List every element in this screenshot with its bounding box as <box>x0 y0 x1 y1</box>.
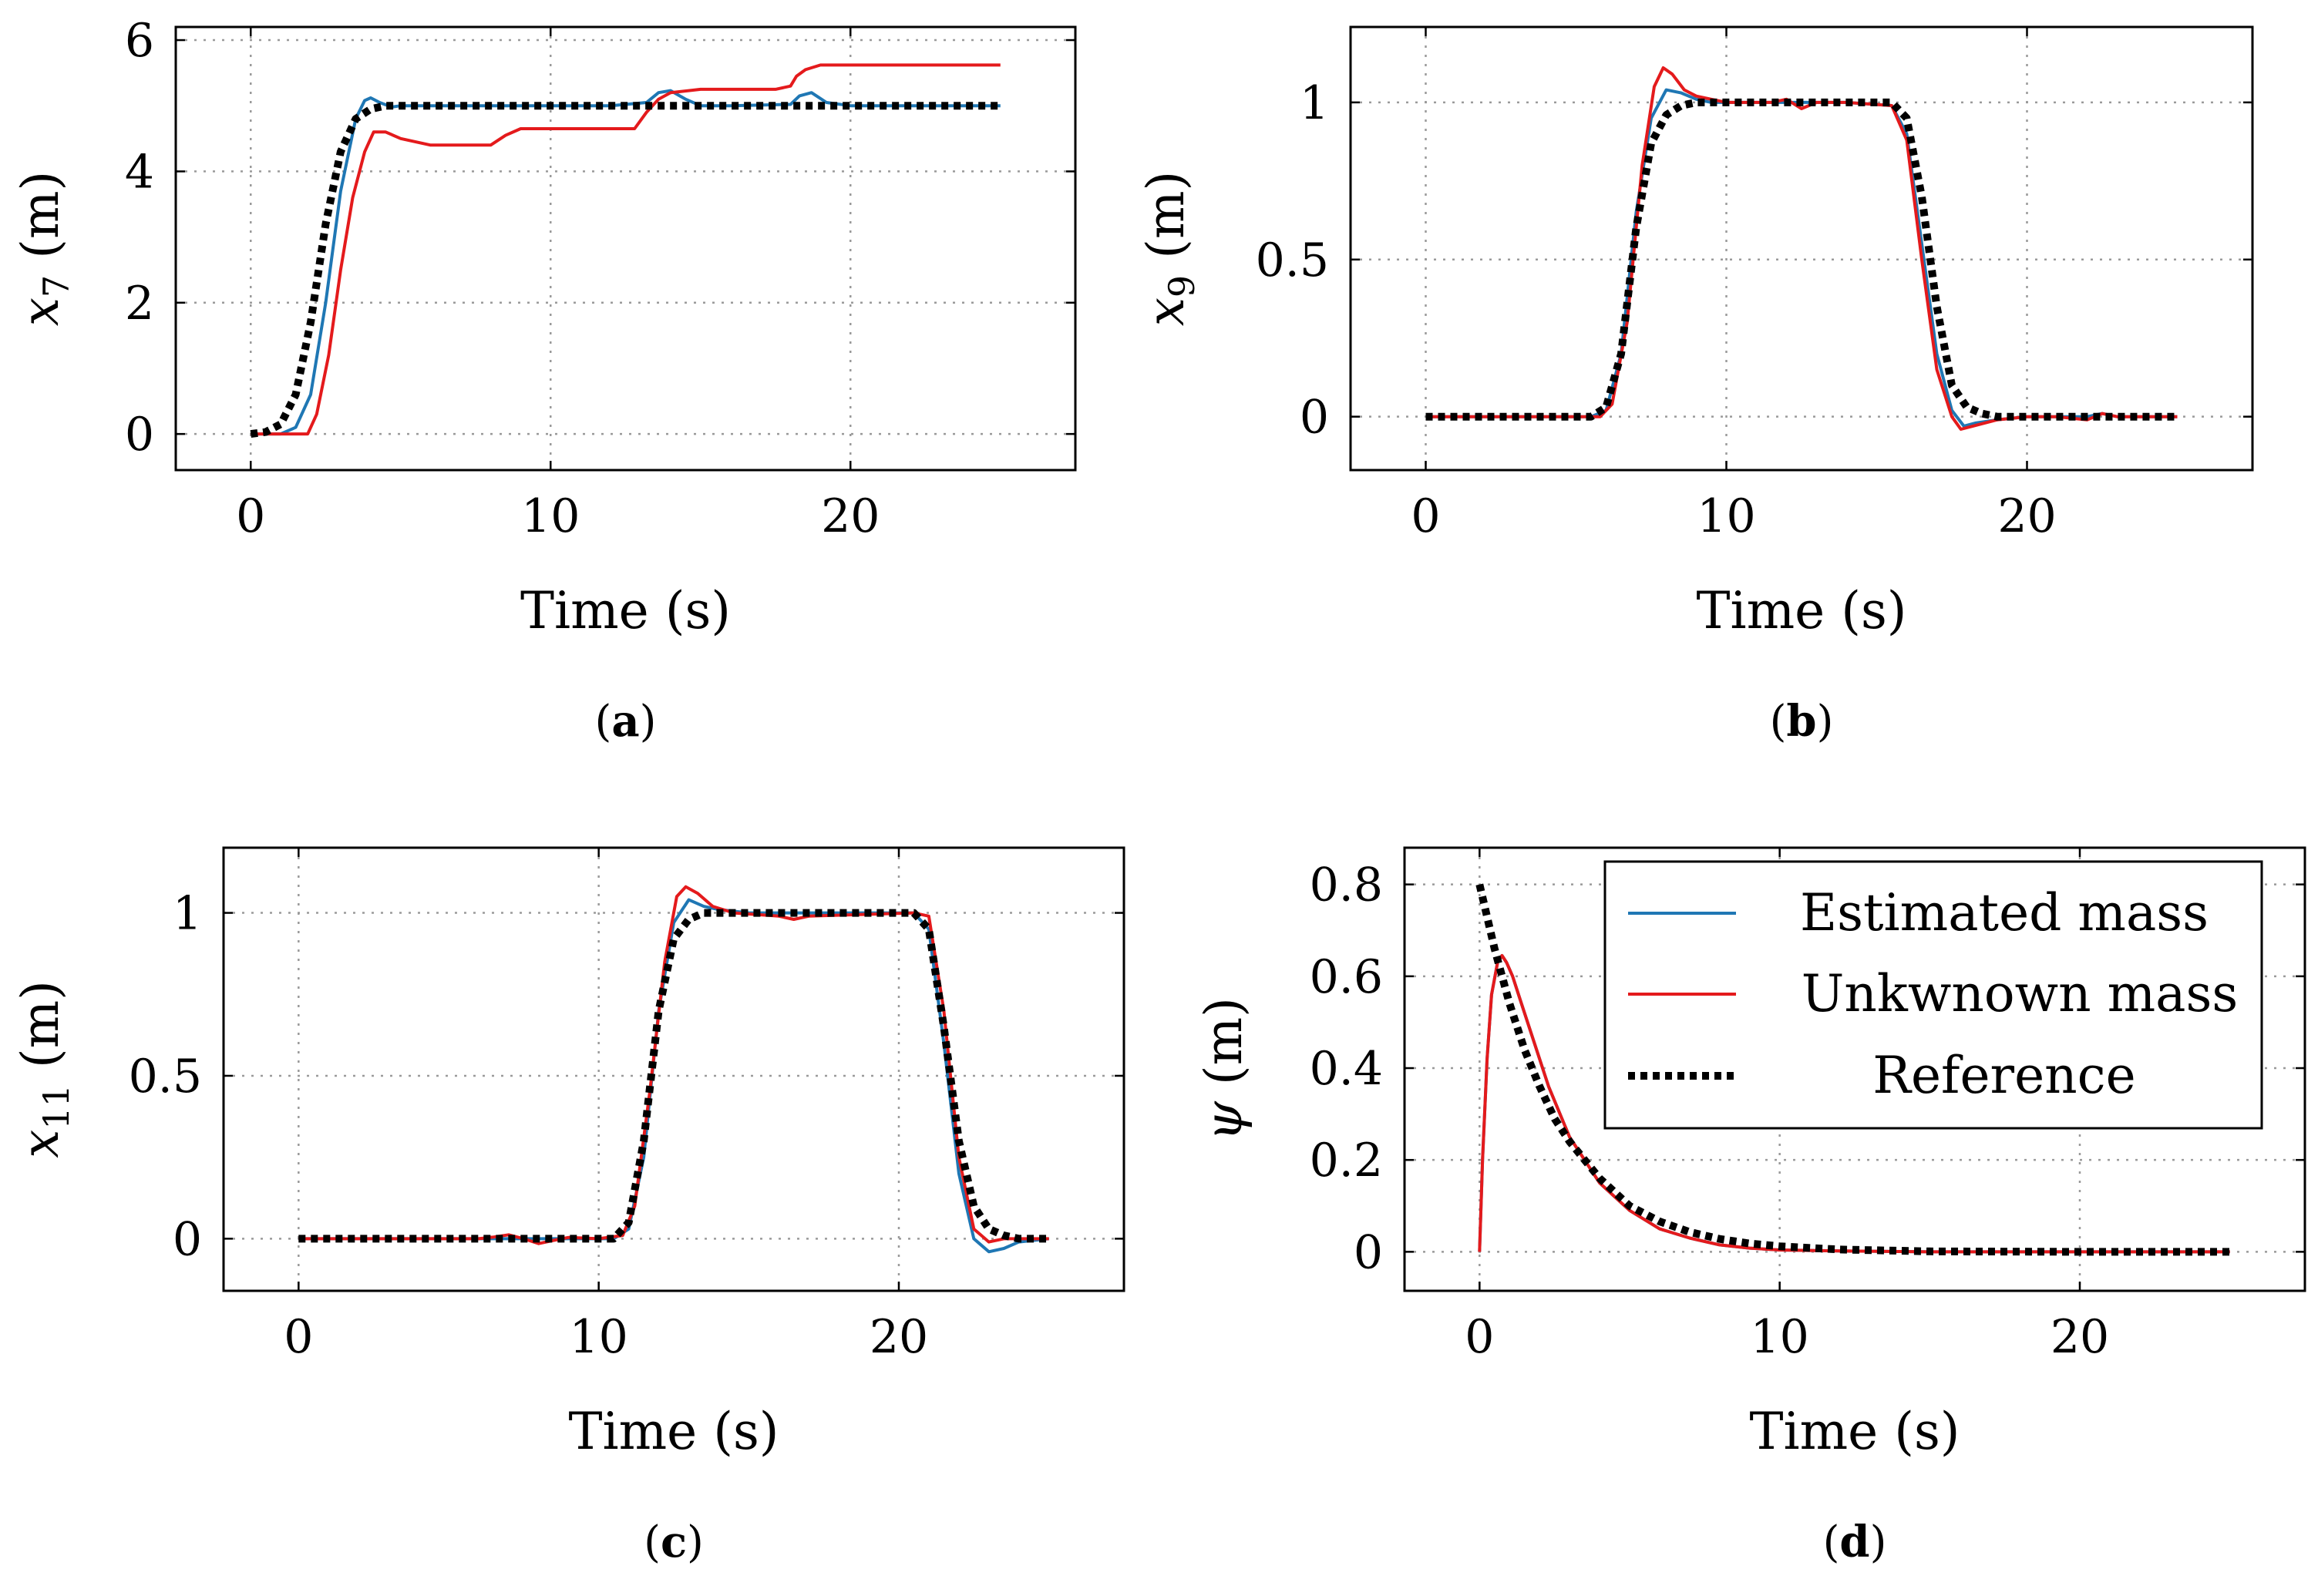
caption-letter: b <box>1786 696 1816 747</box>
series-group <box>1425 66 2178 431</box>
x-tick-label: 20 <box>2051 1310 2109 1364</box>
panel-caption: (b) <box>1770 696 1834 747</box>
y-tick-label: 4 <box>125 145 154 199</box>
y-tick-label: 0 <box>1300 391 1329 445</box>
y-tick-label: 6 <box>125 14 154 68</box>
caption-letter: a <box>611 696 639 747</box>
series-line-unknown <box>251 63 1001 436</box>
x-tick-label: 10 <box>1750 1310 1808 1364</box>
plot-frame <box>174 25 1077 472</box>
y-axis-label-var: x <box>11 1130 70 1158</box>
x-axis-label: Time (s) <box>1696 581 1906 640</box>
x-tick-label: 0 <box>1465 1310 1494 1364</box>
x-axis-label: Time (s) <box>1749 1402 1960 1461</box>
y-tick-label: 0 <box>125 408 154 462</box>
panel-caption: (c) <box>644 1517 704 1567</box>
x-tick-label: 0 <box>236 489 265 543</box>
plot-frame <box>222 846 1125 1292</box>
y-axis-label: x7 (m) <box>11 171 77 327</box>
x-tick-label: 20 <box>821 489 880 543</box>
y-axis-label-unit: (m) <box>11 171 70 275</box>
caption-paren: ( <box>594 697 611 747</box>
caption-paren: ) <box>687 1517 704 1567</box>
plot-frame <box>1403 846 2306 1292</box>
caption-paren: ) <box>640 697 657 747</box>
series-group <box>250 63 1001 438</box>
series-group <box>1475 883 2230 1256</box>
y-tick-label: 0.5 <box>129 1050 202 1104</box>
panel-a: 0 10 20 0 2 4 6 Time (s) x7 (m) (a) <box>11 14 1077 747</box>
series-group <box>298 885 1049 1254</box>
x-axis-label: Time (s) <box>568 1402 779 1461</box>
caption-paren: ( <box>1823 1517 1840 1567</box>
y-tick-label: 1 <box>173 887 202 941</box>
caption-paren: ) <box>1817 697 1834 747</box>
y-tick-label: 0 <box>173 1212 202 1266</box>
x-tick-label: 0 <box>1411 489 1440 543</box>
y-axis-label-var: x <box>11 297 70 326</box>
y-tick-label: 0 <box>1354 1225 1383 1279</box>
y-axis-label-var: x <box>1136 297 1196 326</box>
y-axis-label-sub: 7 <box>35 275 77 297</box>
panel-d: 0 10 20 0 0.2 0.4 0.6 0.8 Time (s) ψ (m) (d) <box>1194 846 2306 1567</box>
panel-b: 0 10 20 0 0.5 1 Time (s) x9 (m) (b) <box>1136 25 2254 747</box>
y-axis-label-unit: (m) <box>1136 171 1196 275</box>
panel-c: 0 10 20 0 0.5 1 Time (s) x11 (m) (c) <box>11 846 1125 1567</box>
series-line-estimated <box>1425 88 2178 428</box>
y-axis-label: x9 (m) <box>1136 171 1203 327</box>
caption-paren: ( <box>1770 697 1787 747</box>
y-tick-label: 0.6 <box>1310 950 1383 1004</box>
y-axis-label-var: ψ <box>1194 1100 1253 1141</box>
series-line-estimated <box>251 89 1001 436</box>
caption-letter: d <box>1839 1517 1869 1567</box>
series-line-reference <box>250 102 1001 438</box>
y-tick-label: 0.2 <box>1310 1134 1383 1188</box>
series-line-reference <box>298 909 1049 1243</box>
legend-label-reference: Reference <box>1872 1046 2135 1105</box>
series-line-reference <box>1475 883 2230 1256</box>
legend-label-estimated: Estimated mass <box>1800 883 2209 942</box>
x-tick-label: 10 <box>569 1310 627 1364</box>
y-axis-label: ψ (m) <box>1194 997 1253 1141</box>
x-tick-label: 10 <box>1697 489 1755 543</box>
x-tick-label: 0 <box>284 1310 313 1364</box>
x-axis-label: Time (s) <box>520 581 731 640</box>
x-tick-label: 20 <box>870 1310 928 1364</box>
legend-label-unknown: Unkwnown mass <box>1802 964 2239 1023</box>
y-tick-label: 0.5 <box>1256 234 1329 287</box>
panel-caption: (a) <box>594 696 656 747</box>
series-line-unknown <box>1478 954 2230 1254</box>
x-tick-label: 20 <box>1997 489 2056 543</box>
y-axis-label-sub: 9 <box>1161 275 1203 297</box>
y-axis-label: x11 (m) <box>11 980 77 1158</box>
caption-letter: c <box>661 1517 687 1567</box>
series-line-reference <box>1425 98 2178 421</box>
series-line-unknown <box>1425 66 2178 431</box>
y-tick-label: 0.8 <box>1310 858 1383 912</box>
panel-caption: (d) <box>1823 1517 1887 1567</box>
y-axis-label-unit: (m) <box>1194 997 1253 1101</box>
y-axis-label-unit: (m) <box>11 980 70 1084</box>
plot-frame <box>1349 25 2254 472</box>
x-tick-label: 10 <box>521 489 580 543</box>
y-tick-label: 0.4 <box>1310 1042 1383 1096</box>
caption-paren: ) <box>1870 1517 1887 1567</box>
caption-paren: ( <box>644 1517 661 1567</box>
y-tick-label: 2 <box>125 277 154 331</box>
legend: Estimated mass Unkwnown mass Reference <box>1603 860 2263 1130</box>
y-axis-label-sub: 11 <box>35 1084 77 1130</box>
y-tick-label: 1 <box>1300 76 1329 130</box>
